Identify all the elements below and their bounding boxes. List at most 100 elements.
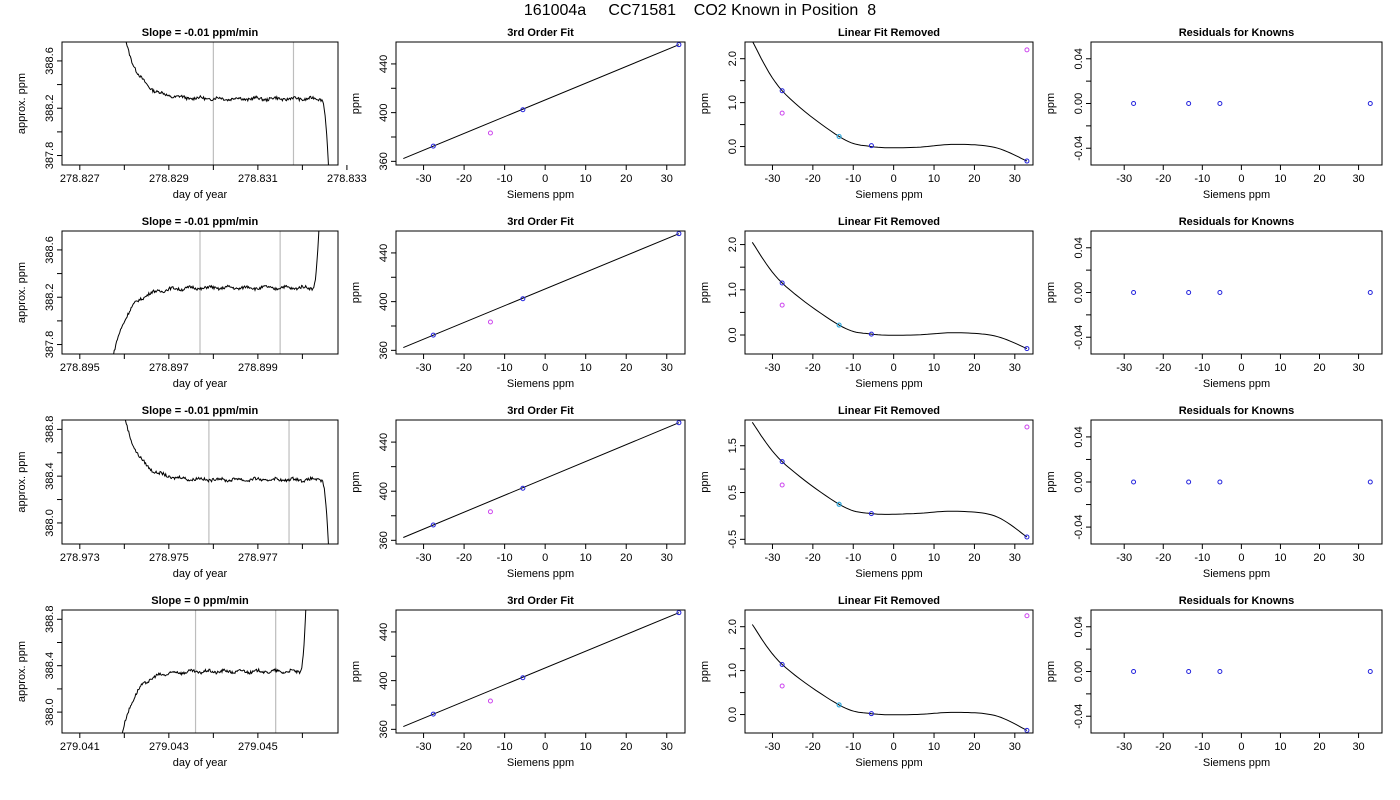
panel-title: Slope = -0.01 ppm/min xyxy=(142,216,259,228)
y-axis-label: ppm xyxy=(1045,661,1057,682)
x-axis-label: Siemens ppm xyxy=(1203,568,1270,580)
known-point xyxy=(1367,290,1373,295)
x-tick-label: 278.899 xyxy=(238,362,278,374)
x-tick-label: -10 xyxy=(845,362,861,374)
known-point xyxy=(779,459,785,465)
x-tick-label: -30 xyxy=(1116,362,1132,374)
y-tick-label: 388.2 xyxy=(44,283,56,311)
panel-title: 3rd Order Fit xyxy=(507,595,574,607)
x-tick-label: 278.829 xyxy=(149,173,189,185)
reference-point xyxy=(487,130,493,136)
cyan-point xyxy=(836,501,842,507)
reference-point xyxy=(1024,47,1030,53)
x-tick-label: -20 xyxy=(805,173,821,185)
plot-frame xyxy=(395,609,686,734)
plot-area xyxy=(125,42,329,165)
known-point xyxy=(1186,669,1192,674)
panel-timeseries-row2: Slope = -0.01 ppm/min 278.895 278.897 278.8… xyxy=(16,216,339,390)
known-point xyxy=(779,280,785,286)
y-tick-label: 400 xyxy=(378,671,390,689)
plot-frame xyxy=(1090,41,1383,166)
x-tick-label: -20 xyxy=(1155,362,1171,374)
plot-area xyxy=(403,612,680,728)
known-point xyxy=(520,107,526,113)
x-axis-label: day of year xyxy=(173,757,228,769)
x-tick-label: -30 xyxy=(765,362,781,374)
x-tick-label: 279.045 xyxy=(238,741,278,753)
known-point xyxy=(1131,101,1137,106)
x-tick-label: 30 xyxy=(1009,173,1021,185)
x-tick-label: -10 xyxy=(1194,552,1210,564)
x-tick-label: -20 xyxy=(805,362,821,374)
x-tick-label: 10 xyxy=(1274,741,1286,753)
plot-frame xyxy=(744,230,1034,355)
x-tick-label: -20 xyxy=(456,741,472,753)
x-tick-label: 278.975 xyxy=(149,552,189,564)
x-tick-label: 30 xyxy=(1009,552,1021,564)
x-tick-label: 20 xyxy=(620,362,632,374)
y-tick-label: 0.5 xyxy=(727,485,739,500)
x-tick-label: 0 xyxy=(542,741,548,753)
reference-point xyxy=(487,509,493,515)
known-point xyxy=(676,610,682,616)
x-axis-label: Siemens ppm xyxy=(1203,757,1270,769)
x-tick-label: -20 xyxy=(1155,173,1171,185)
x-tick-label: 278.977 xyxy=(238,552,278,564)
x-tick-label: -30 xyxy=(416,552,432,564)
x-axis-label: Siemens ppm xyxy=(1203,378,1270,390)
x-tick-label: 30 xyxy=(661,552,673,564)
y-tick-label: -0.04 xyxy=(1073,325,1085,350)
y-tick-label: 388.4 xyxy=(44,652,56,680)
plot-frame xyxy=(1090,609,1383,734)
panel-residual_fit-row4: Linear Fit Removed -30 -20 -10 0 10 20 30 0.0 1.0… xyxy=(699,595,1034,769)
x-tick-label: -20 xyxy=(1155,552,1171,564)
x-tick-label: 20 xyxy=(968,362,980,374)
y-tick-label: 0.00 xyxy=(1073,282,1085,303)
reference-point xyxy=(779,302,785,308)
y-tick-label: 0.0 xyxy=(727,707,739,722)
x-tick-label: 20 xyxy=(1313,362,1325,374)
fit-curve xyxy=(751,624,1028,731)
panel-title: Linear Fit Removed xyxy=(838,27,940,39)
known-point xyxy=(1367,479,1373,485)
known-point xyxy=(779,88,785,94)
reference-point xyxy=(487,319,493,325)
known-point xyxy=(430,143,436,149)
known-point xyxy=(868,143,874,149)
x-axis-label: Siemens ppm xyxy=(855,568,922,580)
y-axis-label: ppm xyxy=(699,93,711,114)
plot-frame xyxy=(1090,230,1383,355)
plot-area xyxy=(403,422,680,538)
known-point xyxy=(430,332,436,338)
known-point xyxy=(676,420,682,426)
x-tick-label: 278.897 xyxy=(149,362,189,374)
plot-frame xyxy=(744,419,1034,545)
known-point xyxy=(779,661,785,667)
panel-title: Residuals for Knowns xyxy=(1179,27,1295,39)
x-axis-label: day of year xyxy=(173,378,228,390)
y-axis-label: ppm xyxy=(1045,471,1057,492)
fit-line xyxy=(403,233,680,349)
panel-title: Linear Fit Removed xyxy=(838,405,940,417)
x-tick-label: 0 xyxy=(891,741,897,753)
panel-fit-row4: 3rd Order Fit -30 -20 -10 0 10 20 30 360 400 440 Si… xyxy=(350,595,686,769)
x-tick-label: 278.831 xyxy=(238,173,278,185)
plot-frame xyxy=(395,41,686,166)
x-tick-label: 10 xyxy=(928,173,940,185)
x-tick-label: 10 xyxy=(580,362,592,374)
y-axis-label: approx. ppm xyxy=(16,641,28,702)
panel-title: Slope = 0 ppm/min xyxy=(151,595,249,607)
known-point xyxy=(1024,534,1030,540)
plot-area xyxy=(403,44,680,160)
y-tick-label: 400 xyxy=(378,292,390,310)
x-tick-label: 0 xyxy=(542,362,548,374)
y-axis-label: ppm xyxy=(699,661,711,682)
y-axis-label: ppm xyxy=(1045,93,1057,114)
panel-timeseries-row4: Slope = 0 ppm/min 279.041 279.043 279.045 38… xyxy=(16,595,339,769)
y-tick-label: 1.0 xyxy=(727,95,739,110)
panel-title: Residuals for Knowns xyxy=(1179,405,1295,417)
x-tick-label: -10 xyxy=(1194,362,1210,374)
x-tick-label: 279.041 xyxy=(60,741,100,753)
known-point xyxy=(1217,479,1223,485)
panel-residuals-row4: Residuals for Knowns -30 -20 -10 0 10 20 30 -0.0… xyxy=(1045,595,1383,769)
